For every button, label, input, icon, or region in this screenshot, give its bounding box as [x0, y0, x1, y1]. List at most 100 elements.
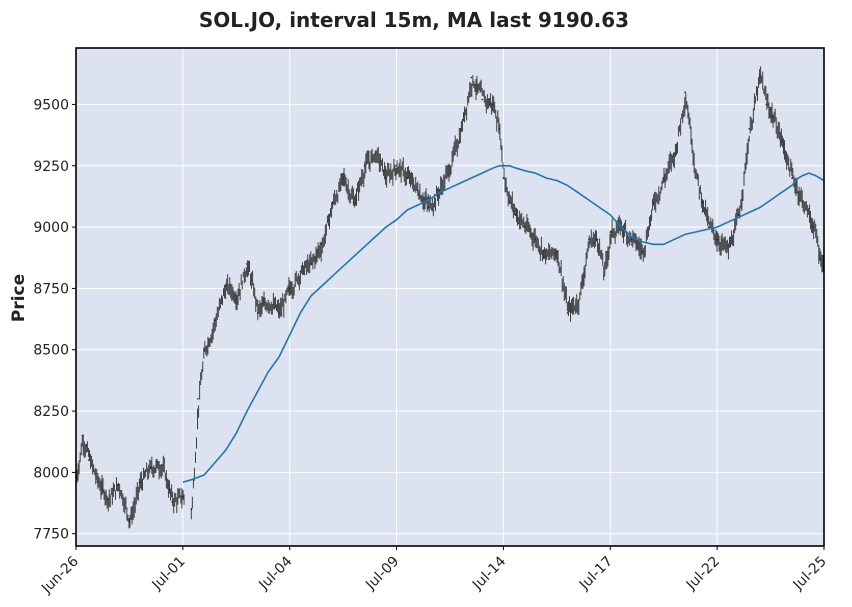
price-point-11 — [182, 496, 184, 498]
price-point-36 — [438, 189, 441, 192]
price-point-19 — [256, 312, 259, 314]
moving-average-line — [182, 165, 825, 483]
x-axis: Jun-26 Jul-01 Jul-04 Jul-09 Jul-14 Jul-17 Jul-… — [38, 546, 830, 597]
price-point-52 — [588, 238, 590, 241]
price-point-4 — [107, 498, 109, 501]
price-point-61 — [673, 152, 676, 155]
price-point-67 — [727, 250, 729, 253]
y-tick-label-7: 9500 — [33, 97, 69, 113]
price-point-76 — [812, 226, 815, 228]
price-point-75 — [801, 201, 804, 204]
price-point-59 — [652, 201, 654, 204]
price-point-46 — [524, 226, 526, 228]
x-tick-label-7: Jul-25 — [790, 554, 830, 594]
price-point-33 — [406, 177, 409, 179]
price-point-70 — [759, 74, 761, 76]
price-point-31 — [385, 177, 387, 179]
x-tick-label-0: Jun-26 — [38, 553, 82, 597]
price-point-27 — [342, 177, 344, 179]
price-point-62 — [684, 91, 686, 93]
price-point-43 — [502, 177, 505, 179]
price-point-68 — [737, 214, 740, 216]
price-point-17 — [235, 294, 238, 297]
price-point-3 — [96, 481, 99, 484]
x-tick-label-1: Jul-01 — [149, 554, 189, 594]
price-point-39 — [470, 76, 473, 79]
price-point-71 — [765, 103, 768, 106]
y-tick-label-2: 8250 — [33, 404, 69, 420]
x-tick-label-5: Jul-17 — [576, 554, 616, 594]
price-point-29 — [363, 164, 366, 167]
price-point-2 — [88, 459, 90, 461]
price-point-69 — [748, 128, 750, 130]
price-point-9 — [160, 464, 163, 466]
y-axis: 7750 8000 8250 8500 8750 9000 9250 9500 — [33, 97, 76, 543]
y-axis-label: Price — [9, 274, 29, 322]
x-tick-label-4: Jul-14 — [469, 553, 509, 593]
price-point-20 — [267, 299, 270, 302]
price-point-66 — [716, 238, 718, 241]
y-tick-label-3: 8500 — [33, 343, 69, 359]
price-point-38 — [459, 128, 462, 130]
price-point-26 — [331, 201, 334, 204]
price-point-13 — [197, 398, 199, 400]
price-point-58 — [641, 250, 644, 253]
price-point-30 — [374, 152, 377, 155]
price-point-54 — [603, 275, 605, 277]
price-point-24 — [310, 263, 312, 265]
price-point-40 — [481, 98, 483, 101]
price-point-64 — [701, 201, 703, 204]
price-point-55 — [609, 231, 612, 233]
price-point-77 — [818, 258, 821, 260]
y-tick-label-4: 8750 — [33, 281, 69, 297]
price-point-28 — [353, 201, 355, 204]
price-point-41 — [491, 103, 494, 106]
price-point-48 — [545, 255, 547, 258]
price-point-74 — [791, 177, 793, 179]
price-point-25 — [320, 243, 323, 246]
chart-title: SOL.JO, interval 15m, MA last 9190.63 — [199, 8, 629, 32]
price-point-47 — [534, 238, 537, 241]
price-point-63 — [694, 177, 697, 179]
price-point-32 — [395, 164, 398, 167]
x-tick-label-3: Jul-09 — [362, 554, 402, 594]
price-point-1 — [81, 434, 84, 437]
price-point-15 — [214, 319, 216, 322]
price-point-73 — [780, 140, 783, 143]
price-point-6 — [128, 520, 131, 523]
plot-area — [76, 48, 824, 546]
price-point-7 — [139, 481, 141, 484]
plot-frame — [75, 47, 825, 547]
x-tick-label-2: Jul-04 — [255, 553, 295, 593]
price-point-21 — [278, 312, 280, 314]
price-point-72 — [771, 115, 774, 118]
grid-lines — [75, 48, 825, 546]
y-tick-label-5: 9000 — [33, 220, 69, 236]
price-point-16 — [224, 285, 227, 287]
price-point-35 — [427, 206, 430, 209]
price-point-18 — [246, 263, 248, 265]
price-point-53 — [596, 238, 599, 241]
price-point-57 — [630, 238, 633, 241]
price-point-51 — [577, 299, 580, 302]
y-tick-label-0: 7750 — [33, 527, 69, 543]
price-point-37 — [449, 164, 451, 167]
price-point-12 — [190, 508, 193, 511]
y-tick-label-6: 9250 — [33, 159, 69, 175]
price-point-44 — [509, 201, 511, 204]
y-tick-label-1: 8000 — [33, 465, 69, 481]
price-point-14 — [203, 348, 206, 351]
price-point-42 — [498, 128, 500, 130]
price-point-65 — [707, 226, 710, 228]
price-point-8 — [150, 466, 152, 469]
price-point-22 — [288, 287, 291, 290]
price-point-23 — [299, 270, 302, 273]
price-point-34 — [417, 189, 419, 192]
price-point-60 — [662, 177, 665, 179]
price-point-5 — [117, 483, 120, 486]
price-point-45 — [515, 214, 518, 216]
price-point-50 — [566, 312, 569, 314]
x-tick-label-6: Jul-22 — [683, 554, 723, 594]
price-point-49 — [556, 250, 558, 253]
